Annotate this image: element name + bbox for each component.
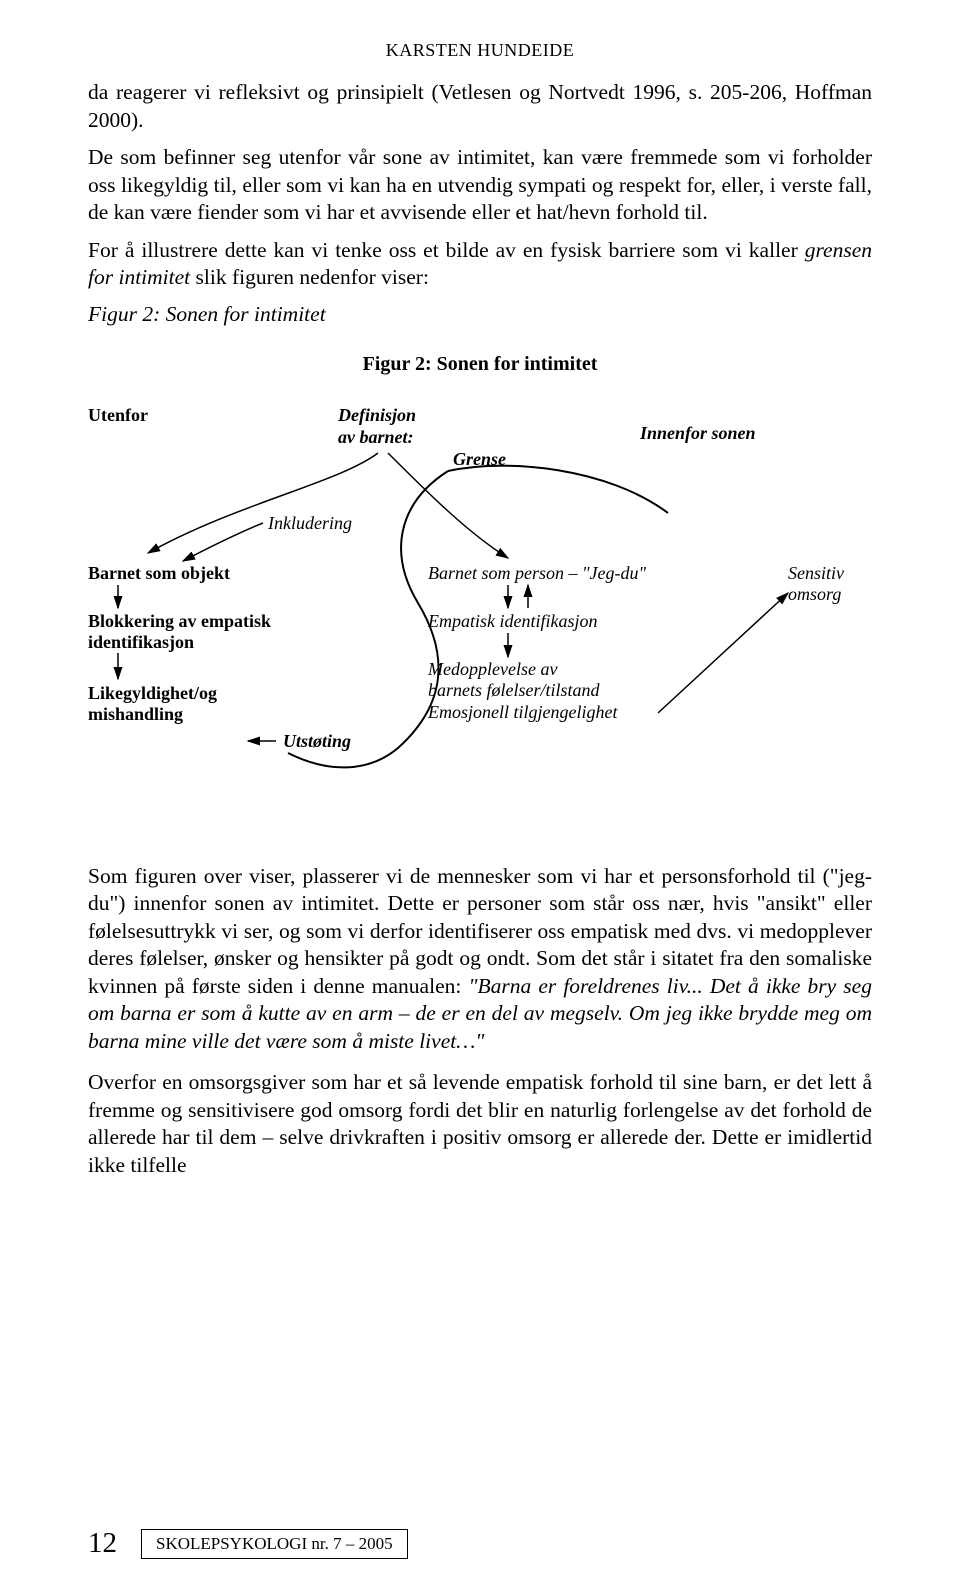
paragraph-1: da reagerer vi refleksivt og prinsipielt… — [88, 79, 872, 134]
diagram-zone-intimitet: Figur 2: Sonen for intimitet Utenfor Def… — [88, 353, 872, 833]
p2-text-a: De som befinner seg utenfor vår sone av … — [88, 145, 872, 224]
paragraph-2b: For å illustrere dette kan vi tenke oss … — [88, 237, 872, 292]
page-footer: 12 SKOLEPSYKOLOGI nr. 7 – 2005 — [88, 1527, 872, 1560]
p2-text-d: slik figuren nedenfor viser: — [190, 265, 429, 289]
diagram-svg — [88, 353, 872, 833]
page-header: KARSTEN HUNDEIDE — [88, 40, 872, 61]
paragraph-4: Overfor en omsorgsgiver som har et så le… — [88, 1069, 872, 1179]
p2-text-b: For å illustrere dette kan vi tenke oss … — [88, 238, 805, 262]
paragraph-3: Som figuren over viser, plasserer vi de … — [88, 863, 872, 1056]
page-number: 12 — [88, 1527, 117, 1560]
figure-caption: Figur 2: Sonen for intimitet — [88, 302, 872, 327]
journal-label: SKOLEPSYKOLOGI nr. 7 – 2005 — [141, 1529, 408, 1559]
paragraph-2: De som befinner seg utenfor vår sone av … — [88, 144, 872, 227]
